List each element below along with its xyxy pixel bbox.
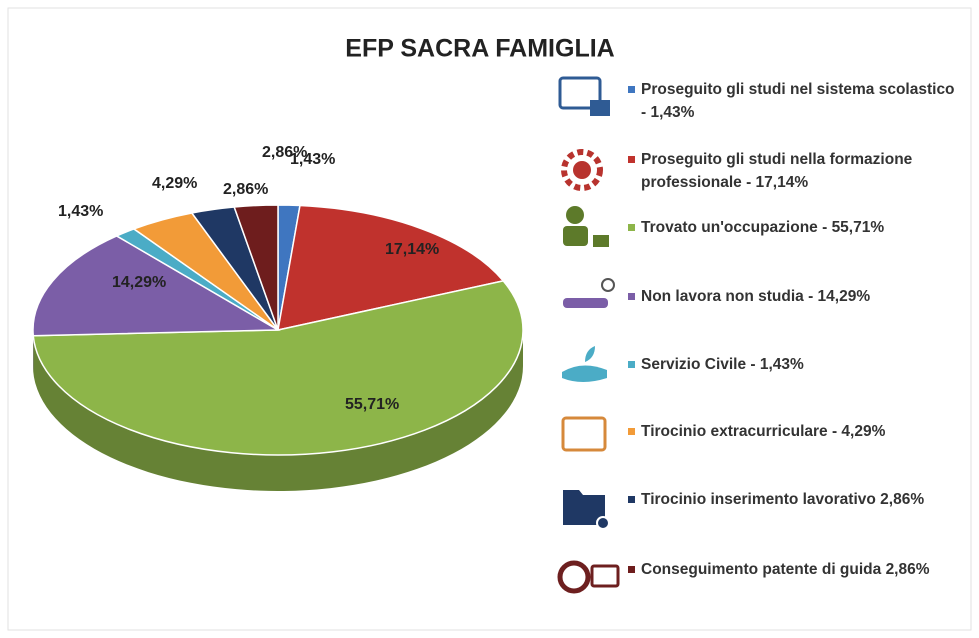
legend-swatch (628, 86, 635, 93)
legend-label: Tirocinio inserimento lavorativo 2,86% (641, 491, 925, 508)
icon (557, 560, 591, 594)
legend-entry: Tirocinio inserimento lavorativo 2,86% (628, 488, 958, 511)
legend-icons (557, 76, 620, 594)
legend-entry: Servizio Civile - 1,43% (628, 353, 958, 376)
slice (277, 204, 505, 331)
legend-entry: Proseguito gli studi nel sistema scolast… (628, 78, 958, 124)
icon (561, 416, 607, 452)
legend-entry: Tirocinio extracurriculare - 4,29% (628, 420, 958, 443)
icon (563, 226, 588, 246)
data-label: 17,14% (385, 241, 439, 258)
legend-label: Proseguito gli studi nel sistema scolast… (641, 81, 955, 121)
legend-swatch (628, 293, 635, 300)
slice-side (33, 330, 523, 492)
icon (590, 100, 610, 116)
slice (233, 204, 279, 331)
icon (563, 490, 605, 525)
data-label: 4,29% (152, 175, 197, 192)
icon (590, 564, 620, 588)
chart-title: EFP SACRA FAMIGLIA (345, 35, 614, 63)
data-label: 2,86% (262, 144, 307, 161)
pie (32, 204, 524, 492)
icon (601, 278, 615, 292)
data-label: 1,43% (290, 151, 335, 168)
icon (596, 516, 610, 530)
slice (32, 235, 281, 337)
legend-label: Proseguito gli studi nella formazione pr… (641, 151, 913, 191)
legend-swatch (628, 156, 635, 163)
legend-entry: Conseguimento patente di guida 2,86% (628, 558, 958, 581)
legend-swatch (628, 496, 635, 503)
data-label: 14,29% (112, 274, 166, 291)
legend-swatch (628, 361, 635, 368)
legend-entry: Non lavora non studia - 14,29% (628, 285, 958, 308)
icon (558, 76, 602, 110)
icon (573, 161, 591, 179)
legend-swatch (628, 428, 635, 435)
icon (562, 365, 607, 382)
icon (561, 149, 603, 191)
legend-entry: Proseguito gli studi nella formazione pr… (628, 148, 958, 194)
data-label: 55,71% (345, 396, 399, 413)
legend-label: Non lavora non studia - 14,29% (641, 288, 871, 305)
icon (593, 235, 609, 247)
legend-swatch (628, 224, 635, 231)
legend-label: Tirocinio extracurriculare - 4,29% (641, 423, 886, 440)
slice (32, 280, 524, 456)
icon (563, 298, 608, 308)
icon (566, 206, 584, 224)
legend-label: Trovato un'occupazione - 55,71% (641, 219, 885, 236)
legend-label: Conseguimento patente di guida 2,86% (641, 561, 930, 578)
data-label: 1,43% (58, 203, 103, 220)
icon (585, 346, 595, 362)
legend-entry: Trovato un'occupazione - 55,71% (628, 216, 958, 239)
legend-label: Servizio Civile - 1,43% (641, 356, 804, 373)
data-label: 2,86% (223, 181, 268, 198)
legend-swatch (628, 566, 635, 573)
